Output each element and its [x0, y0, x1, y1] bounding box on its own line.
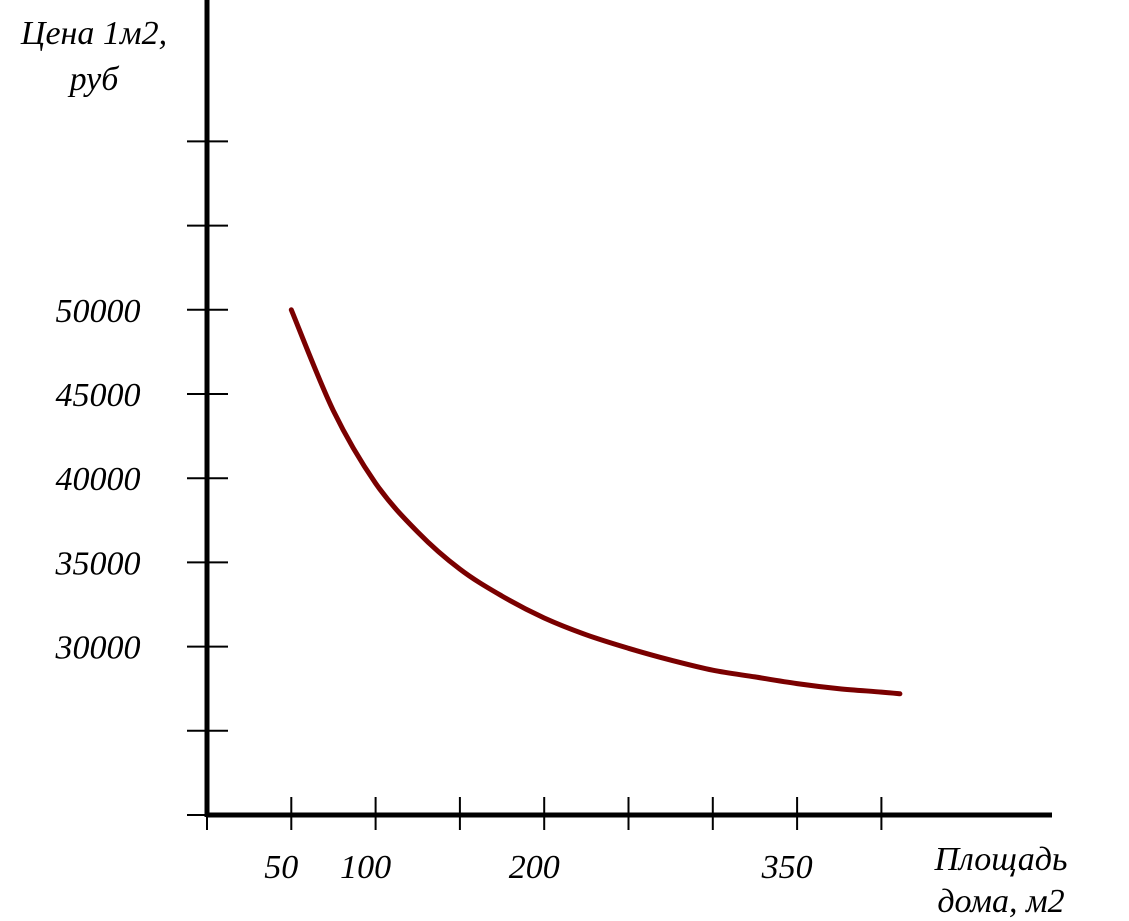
- y-tick-label: 30000: [55, 630, 141, 667]
- y-tick-label: 45000: [56, 377, 141, 414]
- x-tick-label: 100: [340, 849, 391, 886]
- series: [288, 307, 903, 697]
- x-tick-label: 350: [761, 849, 813, 886]
- tick-labels: 50 100 200 350 50000 45000 40000 35000 30000: [55, 293, 813, 886]
- y-tick-label: 50000: [56, 293, 141, 330]
- y-axis-title-line-2: руб: [68, 61, 121, 98]
- x-axis-title-line-2: дома, м2: [937, 883, 1064, 920]
- y-tick-label: 40000: [56, 461, 141, 498]
- x-axis-title-line-1: Площадь: [934, 841, 1068, 878]
- x-tick-label: 200: [509, 849, 560, 886]
- series-line: [288, 307, 903, 697]
- ticks: [187, 140, 883, 830]
- y-axis-title-line-1: Цена 1м2,: [20, 15, 167, 52]
- y-tick-label: 35000: [55, 545, 141, 582]
- x-tick-label: 50: [264, 849, 298, 886]
